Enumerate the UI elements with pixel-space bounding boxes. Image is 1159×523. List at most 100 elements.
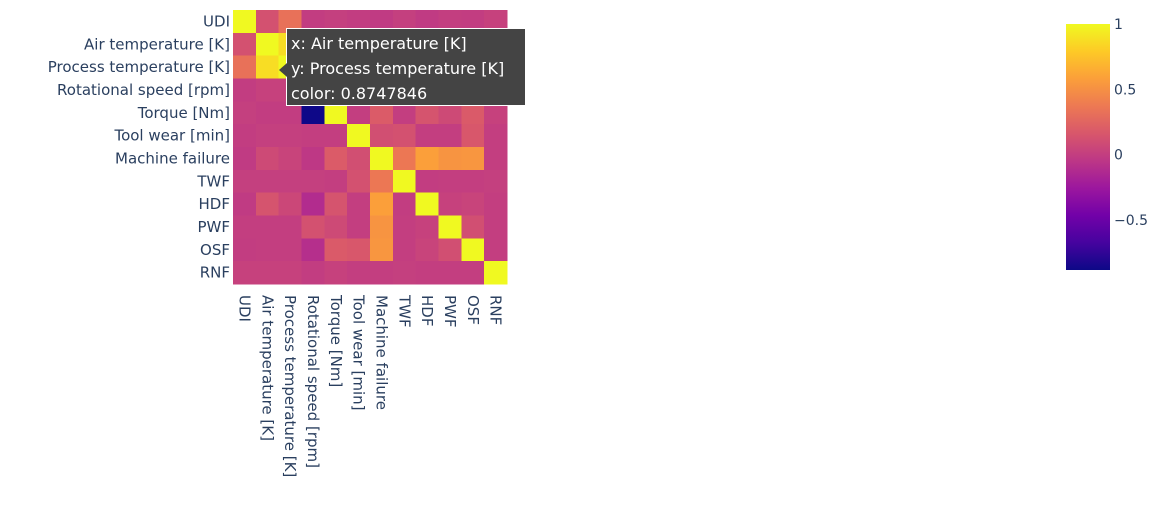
heatmap-cell-pwf-x-pwf[interactable] <box>438 215 462 239</box>
heatmap-cell-pwf-x-tool-wear-min[interactable] <box>347 215 371 239</box>
heatmap-cell-pwf-x-air-temperature-k[interactable] <box>255 215 280 239</box>
heatmap-cell-osf-x-machine-failure[interactable] <box>370 238 394 262</box>
heatmap-cell-tool-wear-min-x-twf[interactable] <box>392 124 417 148</box>
heatmap-cell-hdf-x-tool-wear-min[interactable] <box>347 192 371 217</box>
heatmap-cell-torque-nm-x-osf[interactable] <box>461 101 485 125</box>
heatmap-cell-machine-failure-x-torque-nm[interactable] <box>324 147 348 171</box>
heatmap-cell-tool-wear-min-x-air-temperature-k[interactable] <box>255 124 280 148</box>
heatmap-cell-rnf-x-pwf[interactable] <box>438 261 462 285</box>
heatmap-cell-hdf-x-machine-failure[interactable] <box>370 192 394 217</box>
heatmap-cell-air-temperature-k-x-udi[interactable] <box>233 32 257 57</box>
heatmap-cell-air-temperature-k-x-air-temperature-k[interactable] <box>255 32 280 57</box>
heatmap-cell-hdf-x-pwf[interactable] <box>438 192 462 217</box>
heatmap-cell-osf-x-tool-wear-min[interactable] <box>347 238 371 262</box>
heatmap-cell-machine-failure-x-twf[interactable] <box>392 147 417 171</box>
heatmap-cell-udi-x-tool-wear-min[interactable] <box>347 10 371 34</box>
heatmap-cell-osf-x-rnf[interactable] <box>484 238 508 262</box>
heatmap-cell-torque-nm-x-twf[interactable] <box>392 101 417 125</box>
heatmap-cell-rnf-x-rotational-speed-rpm[interactable] <box>301 261 325 285</box>
heatmap-cell-twf-x-torque-nm[interactable] <box>324 169 348 194</box>
heatmap-cell-twf-x-air-temperature-k[interactable] <box>255 169 280 194</box>
heatmap-cell-pwf-x-twf[interactable] <box>392 215 417 239</box>
heatmap-cell-tool-wear-min-x-pwf[interactable] <box>438 124 462 148</box>
heatmap-cell-machine-failure-x-air-temperature-k[interactable] <box>255 147 280 171</box>
heatmap-cell-torque-nm-x-tool-wear-min[interactable] <box>347 101 371 125</box>
heatmap-cell-udi-x-rnf[interactable] <box>484 10 508 34</box>
heatmap-cell-udi-x-udi[interactable] <box>233 10 257 34</box>
heatmap-cell-udi-x-air-temperature-k[interactable] <box>255 10 280 34</box>
heatmap-cell-osf-x-rotational-speed-rpm[interactable] <box>301 238 325 262</box>
heatmap-cell-twf-x-process-temperature-k[interactable] <box>278 169 303 194</box>
heatmap-cell-torque-nm-x-hdf[interactable] <box>415 101 440 125</box>
heatmap-cell-pwf-x-udi[interactable] <box>233 215 257 239</box>
heatmap-cell-rnf-x-air-temperature-k[interactable] <box>255 261 280 285</box>
heatmap-cell-osf-x-pwf[interactable] <box>438 238 462 262</box>
heatmap-cell-twf-x-udi[interactable] <box>233 169 257 194</box>
heatmap-cell-hdf-x-air-temperature-k[interactable] <box>255 192 280 217</box>
heatmap-cell-machine-failure-x-process-temperature-k[interactable] <box>278 147 303 171</box>
heatmap-cell-twf-x-tool-wear-min[interactable] <box>347 169 371 194</box>
heatmap-cell-twf-x-rnf[interactable] <box>484 169 508 194</box>
heatmap-cell-pwf-x-torque-nm[interactable] <box>324 215 348 239</box>
heatmap-cell-osf-x-twf[interactable] <box>392 238 417 262</box>
heatmap-cell-rotational-speed-rpm-x-air-temperature-k[interactable] <box>255 78 280 102</box>
heatmap-cell-osf-x-air-temperature-k[interactable] <box>255 238 280 262</box>
heatmap-cell-tool-wear-min-x-torque-nm[interactable] <box>324 124 348 148</box>
heatmap-cell-osf-x-osf[interactable] <box>461 238 485 262</box>
heatmap-cell-rnf-x-machine-failure[interactable] <box>370 261 394 285</box>
heatmap-cell-rnf-x-torque-nm[interactable] <box>324 261 348 285</box>
heatmap-cell-osf-x-process-temperature-k[interactable] <box>278 238 303 262</box>
heatmap-cell-hdf-x-rnf[interactable] <box>484 192 508 217</box>
heatmap-cell-process-temperature-k-x-udi[interactable] <box>233 55 257 80</box>
heatmap-cell-osf-x-hdf[interactable] <box>415 238 440 262</box>
heatmap-cell-udi-x-pwf[interactable] <box>438 10 462 34</box>
heatmap-cell-tool-wear-min-x-rnf[interactable] <box>484 124 508 148</box>
heatmap-cell-twf-x-pwf[interactable] <box>438 169 462 194</box>
heatmap-cell-torque-nm-x-air-temperature-k[interactable] <box>255 101 280 125</box>
heatmap-cell-udi-x-process-temperature-k[interactable] <box>278 10 303 34</box>
heatmap-cell-udi-x-rotational-speed-rpm[interactable] <box>301 10 325 34</box>
heatmap-cell-tool-wear-min-x-hdf[interactable] <box>415 124 440 148</box>
heatmap-cell-tool-wear-min-x-machine-failure[interactable] <box>370 124 394 148</box>
heatmap-cell-machine-failure-x-osf[interactable] <box>461 147 485 171</box>
heatmap-cell-rnf-x-hdf[interactable] <box>415 261 440 285</box>
heatmap-cell-hdf-x-twf[interactable] <box>392 192 417 217</box>
heatmap-cell-twf-x-osf[interactable] <box>461 169 485 194</box>
heatmap-cell-tool-wear-min-x-process-temperature-k[interactable] <box>278 124 303 148</box>
heatmap-cell-twf-x-rotational-speed-rpm[interactable] <box>301 169 325 194</box>
heatmap-cell-machine-failure-x-rotational-speed-rpm[interactable] <box>301 147 325 171</box>
heatmap-cell-twf-x-hdf[interactable] <box>415 169 440 194</box>
heatmap-cell-pwf-x-rotational-speed-rpm[interactable] <box>301 215 325 239</box>
heatmap-cell-torque-nm-x-machine-failure[interactable] <box>370 101 394 125</box>
heatmap-cell-pwf-x-process-temperature-k[interactable] <box>278 215 303 239</box>
heatmap-cell-osf-x-udi[interactable] <box>233 238 257 262</box>
heatmap-cell-machine-failure-x-hdf[interactable] <box>415 147 440 171</box>
heatmap-cell-tool-wear-min-x-rotational-speed-rpm[interactable] <box>301 124 325 148</box>
heatmap-cell-rnf-x-tool-wear-min[interactable] <box>347 261 371 285</box>
heatmap-cell-twf-x-machine-failure[interactable] <box>370 169 394 194</box>
heatmap-cell-osf-x-torque-nm[interactable] <box>324 238 348 262</box>
heatmap-cell-hdf-x-osf[interactable] <box>461 192 485 217</box>
heatmap-cell-rnf-x-process-temperature-k[interactable] <box>278 261 303 285</box>
heatmap-cell-rnf-x-rnf[interactable] <box>484 261 508 285</box>
heatmap-cell-hdf-x-torque-nm[interactable] <box>324 192 348 217</box>
heatmap-cell-rnf-x-osf[interactable] <box>461 261 485 285</box>
heatmap-cell-pwf-x-hdf[interactable] <box>415 215 440 239</box>
heatmap-cell-tool-wear-min-x-osf[interactable] <box>461 124 485 148</box>
heatmap-cell-torque-nm-x-udi[interactable] <box>233 101 257 125</box>
heatmap-cell-udi-x-hdf[interactable] <box>415 10 440 34</box>
heatmap-cell-rnf-x-twf[interactable] <box>392 261 417 285</box>
heatmap-cell-tool-wear-min-x-udi[interactable] <box>233 124 257 148</box>
heatmap-cell-udi-x-torque-nm[interactable] <box>324 10 348 34</box>
heatmap-cell-udi-x-twf[interactable] <box>392 10 417 34</box>
heatmap-cell-pwf-x-machine-failure[interactable] <box>370 215 394 239</box>
heatmap-cell-tool-wear-min-x-tool-wear-min[interactable] <box>347 124 371 148</box>
heatmap-cell-torque-nm-x-pwf[interactable] <box>438 101 462 125</box>
heatmap-cell-hdf-x-process-temperature-k[interactable] <box>278 192 303 217</box>
heatmap-cell-pwf-x-osf[interactable] <box>461 215 485 239</box>
heatmap-cell-torque-nm-x-torque-nm[interactable] <box>324 101 348 125</box>
heatmap-cell-machine-failure-x-pwf[interactable] <box>438 147 462 171</box>
heatmap-cell-twf-x-twf[interactable] <box>392 169 417 194</box>
heatmap-cell-rnf-x-udi[interactable] <box>233 261 257 285</box>
heatmap-cell-hdf-x-udi[interactable] <box>233 192 257 217</box>
